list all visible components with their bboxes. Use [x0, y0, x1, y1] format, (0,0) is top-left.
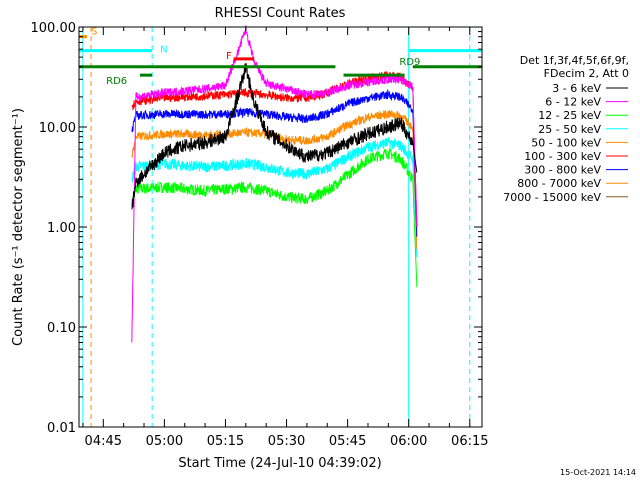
- marker-label-2: RD6: [106, 76, 127, 87]
- x-tick-label-5: 06:00: [390, 434, 427, 449]
- legend-label-3: 25 - 50 keV: [538, 123, 601, 136]
- y-axis-label: Count Rate (s⁻¹ detector segment⁻¹): [11, 108, 26, 346]
- legend-header-2: FDecim 2, Att 0: [544, 67, 629, 80]
- y-tick-label-4: 100.00: [31, 21, 77, 36]
- legend-label-5: 100 - 300 keV: [524, 150, 601, 163]
- x-tick-label-2: 05:15: [207, 434, 244, 449]
- footer-date: 15-Oct-2021 14:14: [560, 468, 636, 477]
- legend-header-1: Det 1f,3f,4f,5f,6f,9f,: [520, 54, 629, 67]
- y-tick-label-1: 0.10: [47, 321, 76, 336]
- legend-label-7: 800 - 7000 keV: [517, 177, 601, 190]
- series-line-2: [131, 148, 418, 288]
- series-line-3: [131, 137, 418, 258]
- x-axis-label: Start Time (24-Jul-10 04:39:02): [178, 456, 381, 471]
- marker-label-3: RD9: [399, 57, 420, 68]
- x-axis: 04:45 05:00 05:15 05:30 05:45 06:00 06:15: [82, 27, 489, 449]
- marker-label-4: F: [226, 51, 232, 62]
- legend-label-8: 7000 - 15000 keV: [503, 191, 601, 204]
- marker-label-1: N: [160, 45, 167, 56]
- series-line-0: [131, 62, 418, 210]
- y-axis: 0.01 0.10 1.00 10.00 100.00: [31, 21, 482, 436]
- y-tick-label-0: 0.01: [47, 421, 76, 436]
- series-line-1: [131, 25, 418, 343]
- y-tick-label-3: 10.00: [39, 121, 76, 136]
- x-tick-label-6: 06:15: [451, 434, 488, 449]
- series-line-6: [131, 88, 418, 237]
- legend-label-0: 3 - 6 keV: [552, 82, 601, 95]
- plot-area: S N RD6 RD9 F: [78, 25, 482, 427]
- marker-label-0: S: [91, 27, 97, 38]
- legend-label-6: 300 - 800 keV: [524, 164, 601, 177]
- x-tick-label-0: 04:45: [85, 434, 122, 449]
- legend: Det 1f,3f,4f,5f,6f,9f, FDecim 2, Att 0 3…: [503, 54, 629, 204]
- y-tick-label-2: 1.00: [47, 221, 76, 236]
- x-tick-label-1: 05:00: [146, 434, 183, 449]
- legend-label-1: 6 - 12 keV: [545, 96, 601, 109]
- chart-title: RHESSI Count Rates: [215, 6, 346, 21]
- x-tick-label-3: 05:30: [268, 434, 305, 449]
- legend-label-4: 50 - 100 keV: [531, 136, 601, 149]
- x-tick-label-4: 05:45: [329, 434, 366, 449]
- series-line-4: [131, 109, 418, 250]
- legend-label-2: 12 - 25 keV: [538, 109, 601, 122]
